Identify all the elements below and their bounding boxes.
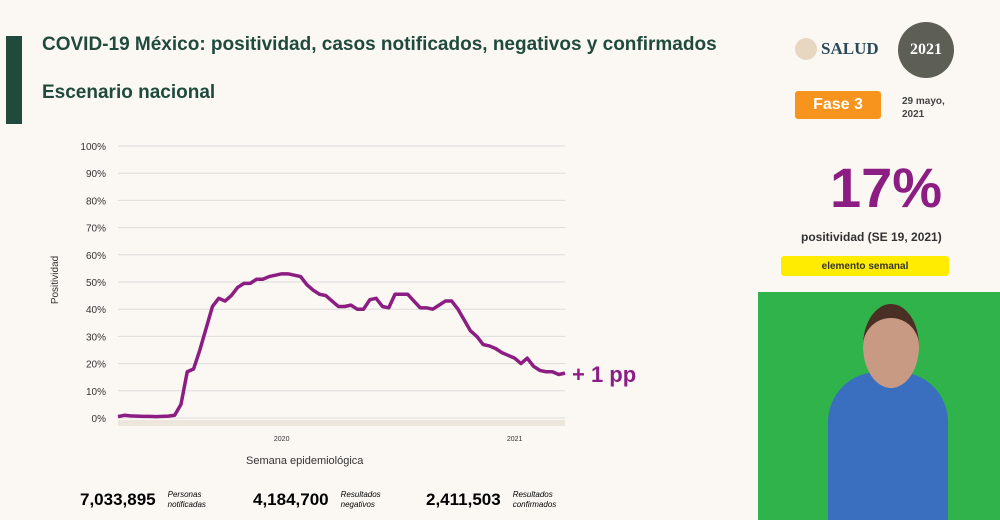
summary-value: 4,184,700 [253,489,329,509]
positivity-line [117,272,566,419]
sign-language-video [758,292,1000,520]
page-title: COVID-19 México: positividad, casos noti… [42,34,717,55]
salud-logo: SALUD [795,38,879,60]
weekly-badge: elemento semanal [781,256,949,276]
y-tick-label: 20% [86,360,106,371]
positivity-chart: 0% 10% 20% 30% 40% 50% 60% 70% 80% 90% 100% Positiv… [50,142,566,443]
summary-label: Resultados negativos [340,489,381,509]
y-axis-label: Positividad [50,256,61,304]
emblem-icon [795,38,817,60]
y-tick-label: 60% [86,251,106,262]
year-label: 2021 [507,436,523,443]
summary-card-negative: 4,184,700 Resultados negativos [243,485,408,514]
y-tick-label: 90% [86,169,106,180]
y-tick-label: 50% [86,278,106,289]
report-date: 29 mayo, 2021 [902,96,945,120]
y-tick-label: 30% [86,332,106,343]
y-tick-label: 100% [80,142,106,153]
summary-card-confirmed: 2,411,503 Resultados confirmados [416,485,581,514]
accent-bar [6,36,22,124]
summary-card-notified: 7,033,895 Personas notificadas [70,485,235,514]
x-tick-strip [118,420,565,426]
positivity-label: positividad (SE 19, 2021) [801,230,942,244]
mexico-2021-seal: 2021 [898,22,954,78]
y-tick-label: 10% [86,387,106,398]
change-annotation: + 1 pp [572,362,637,387]
phase-badge: Fase 3 [795,91,881,119]
summary-label: Resultados confirmados [512,489,557,509]
y-tick-label: 0% [92,414,107,425]
page-subtitle: Escenario nacional [42,82,216,103]
y-tick-label: 40% [86,305,106,316]
summary-label: Personas notificadas [167,489,206,509]
y-tick-label: 70% [86,224,106,235]
year-label: 2020 [274,436,290,443]
summary-value: 7,033,895 [80,489,156,509]
summary-value: 2,411,503 [426,489,501,509]
y-tick-label: 80% [86,196,106,207]
x-axis-label: Semana epidemiológica [246,455,364,467]
positivity-value: 17% [830,156,943,219]
interpreter-body [828,372,948,520]
interpreter-head [863,304,919,388]
salud-text: SALUD [821,39,879,58]
